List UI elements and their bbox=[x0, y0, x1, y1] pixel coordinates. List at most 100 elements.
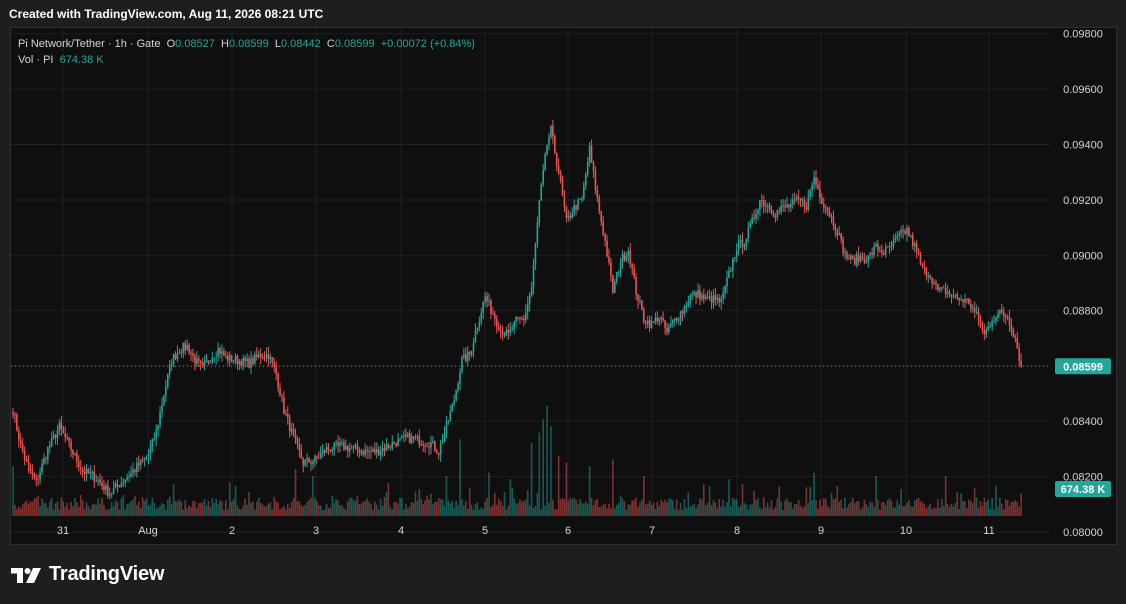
volume-bar bbox=[966, 508, 968, 516]
volume-bar bbox=[60, 497, 63, 516]
candlestick-chart[interactable]: 0.09800 0.09600 0.09400 0.09200 0.09000 0.088… bbox=[11, 28, 1118, 546]
candle-body bbox=[393, 441, 395, 444]
volume-bar bbox=[809, 486, 812, 516]
candle-body bbox=[420, 444, 423, 446]
candle-body bbox=[242, 357, 245, 367]
volume-bar bbox=[660, 499, 663, 516]
candle-body bbox=[644, 322, 647, 324]
candle-body bbox=[842, 239, 844, 254]
volume-bar bbox=[555, 509, 558, 516]
volume-bar bbox=[488, 472, 490, 516]
volume-bar bbox=[93, 503, 96, 516]
candle-body bbox=[290, 428, 293, 432]
volume-bar bbox=[312, 476, 314, 516]
volume-bar bbox=[250, 502, 252, 516]
volume-bar bbox=[677, 509, 680, 516]
candle-body bbox=[1002, 312, 1005, 317]
candle-body bbox=[83, 471, 86, 474]
candle-body bbox=[168, 365, 171, 375]
volume-bar bbox=[167, 499, 169, 516]
tradingview-logo[interactable]: TradingView bbox=[11, 563, 164, 586]
volume-bar bbox=[925, 508, 928, 516]
volume-bar bbox=[12, 466, 14, 516]
volume-bar bbox=[1018, 506, 1020, 516]
volume-bar bbox=[159, 505, 161, 516]
candle-body bbox=[755, 213, 757, 219]
volume-bar bbox=[1014, 500, 1017, 516]
candle-body bbox=[389, 447, 392, 449]
candle-body bbox=[677, 319, 680, 321]
volume-bar bbox=[410, 502, 413, 516]
candle-body bbox=[656, 317, 659, 322]
candle-body bbox=[439, 443, 442, 455]
volume-bar bbox=[114, 500, 117, 516]
volume-bar bbox=[494, 492, 496, 516]
candle-body bbox=[933, 282, 935, 284]
candle-body bbox=[368, 451, 370, 453]
candle-body bbox=[248, 358, 250, 368]
volume-bar bbox=[412, 502, 415, 516]
candle-body bbox=[385, 444, 388, 451]
chart-panel[interactable]: 0.09800 0.09600 0.09400 0.09200 0.09000 0.088… bbox=[10, 27, 1117, 545]
volume-bar bbox=[358, 504, 361, 516]
candle-body bbox=[685, 306, 688, 308]
candle-body bbox=[87, 468, 90, 474]
volume-bar bbox=[348, 498, 351, 516]
volume-bar bbox=[443, 505, 446, 516]
volume-bar bbox=[85, 502, 88, 516]
volume-bar bbox=[182, 509, 185, 516]
volume-bar bbox=[552, 499, 554, 516]
volume-bar bbox=[267, 503, 270, 516]
candle-body bbox=[784, 205, 786, 208]
volume-bar bbox=[975, 497, 978, 516]
volume-bar bbox=[867, 506, 870, 516]
volume-bar bbox=[246, 504, 248, 516]
volume-bar bbox=[137, 501, 140, 516]
candle-body bbox=[21, 443, 24, 452]
candle-body bbox=[811, 184, 813, 191]
candle-body bbox=[515, 317, 517, 322]
candle-body bbox=[196, 358, 198, 364]
candle-body bbox=[977, 311, 980, 321]
volume-bar bbox=[48, 501, 51, 516]
volume-bar bbox=[971, 503, 974, 516]
candle-body bbox=[675, 318, 678, 321]
candle-body bbox=[33, 473, 36, 478]
volume-bar bbox=[484, 501, 486, 516]
volume-bar bbox=[397, 503, 399, 516]
candle-body bbox=[807, 196, 810, 210]
candle-body bbox=[139, 459, 142, 466]
candle-body bbox=[530, 287, 533, 296]
time-axis[interactable]: 31 Aug 2 3 4 5 6 7 8 9 10 11 bbox=[57, 525, 995, 537]
candle-body bbox=[981, 327, 984, 330]
candle-body bbox=[130, 472, 132, 477]
symbol-title[interactable]: Pi Network/Tether · 1h · Gate bbox=[18, 38, 161, 50]
candle-body bbox=[855, 254, 858, 265]
candle-body bbox=[687, 303, 690, 307]
volume-bar bbox=[513, 498, 515, 516]
candle-body bbox=[637, 294, 639, 301]
candle-body bbox=[592, 161, 595, 171]
volume-bar bbox=[523, 501, 525, 516]
candle-body bbox=[857, 254, 860, 262]
price-axis[interactable]: 0.09800 0.09600 0.09400 0.09200 0.09000 0.088… bbox=[1063, 29, 1103, 539]
volume-bar bbox=[908, 499, 910, 516]
volume-bar bbox=[238, 508, 241, 516]
candle-body bbox=[737, 240, 740, 251]
candle-body bbox=[335, 442, 337, 444]
low-label: L bbox=[274, 38, 281, 50]
candle-body bbox=[762, 200, 765, 207]
candle-body bbox=[937, 283, 939, 291]
candle-body bbox=[364, 450, 366, 455]
candle-body bbox=[840, 233, 842, 240]
candle-body bbox=[526, 303, 529, 313]
volume-bar bbox=[991, 498, 993, 516]
price-tick-label: 0.09000 bbox=[1063, 250, 1103, 262]
volume-bar bbox=[261, 504, 264, 516]
volume-bar bbox=[761, 509, 763, 516]
candle-body bbox=[494, 313, 496, 320]
candle-body bbox=[56, 430, 59, 438]
volume-bar bbox=[577, 503, 579, 516]
candle-body bbox=[478, 321, 481, 328]
volume-bar bbox=[851, 497, 854, 516]
